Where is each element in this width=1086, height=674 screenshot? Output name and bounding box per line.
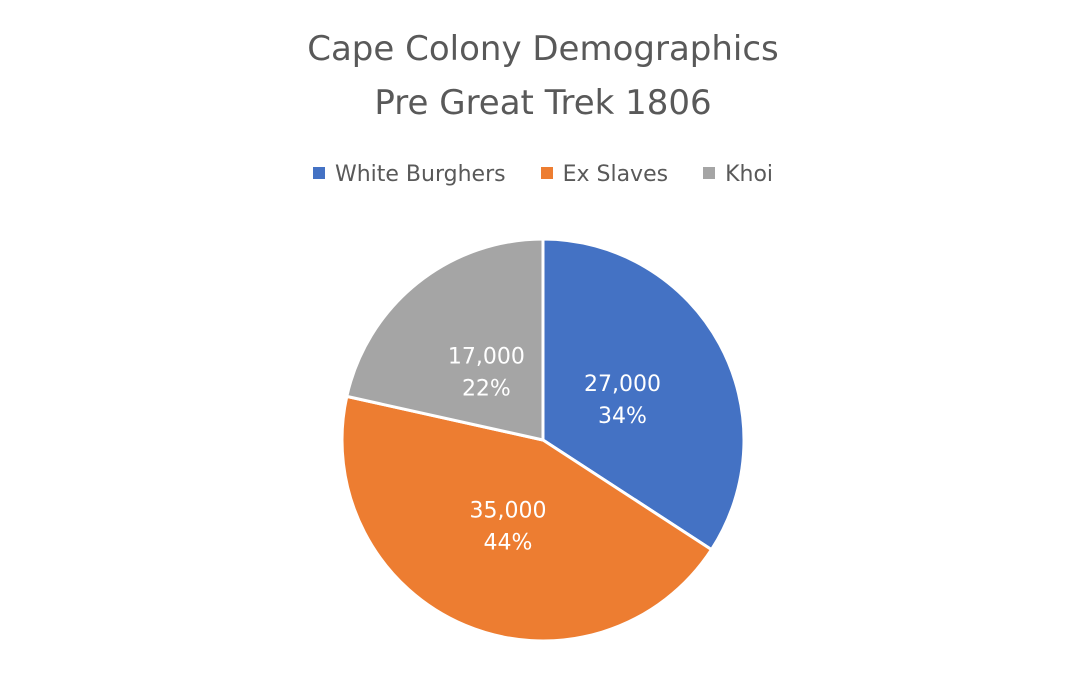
pie-slice-khoi [345,237,545,442]
chart-title: Cape Colony Demographics Pre Great Trek … [0,22,1086,130]
legend-label-ex-slaves: Ex Slaves [562,162,669,187]
legend: White Burghers Ex Slaves Khoi [0,158,1086,192]
legend-swatch-khoi [703,167,716,179]
pie-slice-ex-slaves [340,394,713,643]
legend-swatch-white-burghers [312,167,325,179]
legend-item-khoi: Khoi [703,158,773,192]
legend-label-white-burghers: White Burghers [334,162,506,187]
legend-item-ex-slaves: Ex Slaves [540,158,669,192]
data-label-value-ex-slaves: 35,000 [469,498,546,523]
data-label-value-khoi: 17,000 [448,344,525,369]
data-label-percent-khoi: 22% [462,376,511,401]
data-label-percent-ex-slaves: 44% [484,530,533,555]
data-label-percent-white-burghers: 34% [598,404,647,429]
legend-swatch-ex-slaves [540,167,553,179]
legend-label-khoi: Khoi [725,162,774,187]
legend-item-white-burghers: White Burghers [312,158,506,192]
chart-title-line-1: Cape Colony Demographics [307,29,779,69]
data-label-value-white-burghers: 27,000 [584,372,661,397]
chart-title-line-2: Pre Great Trek 1806 [374,83,712,123]
